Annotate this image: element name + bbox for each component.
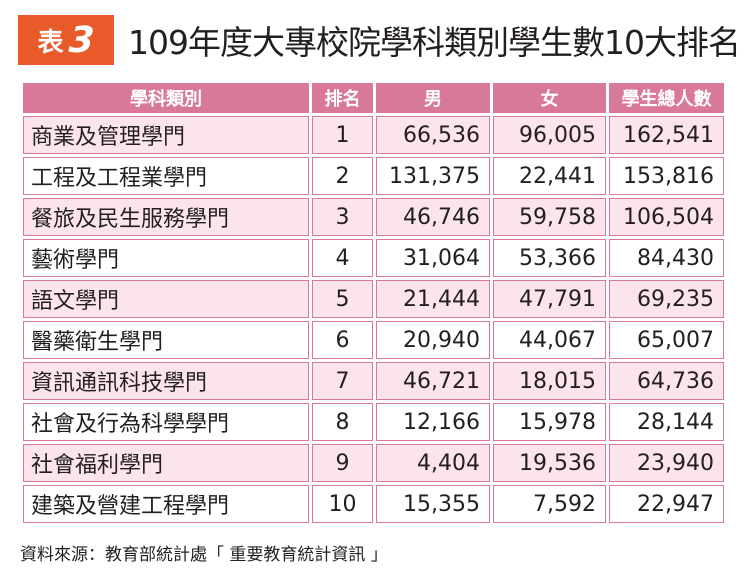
cell-rank: 4 [312, 239, 373, 277]
cell-total: 162,541 [609, 116, 724, 154]
cell-total: 69,235 [609, 280, 724, 318]
table-row: 藝術學門 4 31,064 53,366 84,430 [23, 239, 724, 277]
header-female: 女 [493, 83, 606, 113]
cell-female: 53,366 [493, 239, 606, 277]
cell-category: 語文學門 [23, 280, 309, 318]
cell-female: 19,536 [493, 444, 606, 482]
badge-word: 表 [37, 27, 64, 58]
cell-male: 31,064 [376, 239, 490, 277]
cell-female: 22,441 [493, 157, 606, 195]
header-row: 學科類別 排名 男 女 學生總人數 [23, 83, 724, 113]
cell-total: 153,816 [609, 157, 724, 195]
cell-total: 23,940 [609, 444, 724, 482]
cell-category: 社會福利學門 [23, 444, 309, 482]
cell-male: 66,536 [376, 116, 490, 154]
cell-female: 7,592 [493, 485, 606, 523]
header-category: 學科類別 [23, 83, 309, 113]
cell-female: 15,978 [493, 403, 606, 441]
cell-rank: 1 [312, 116, 373, 154]
table-row: 社會福利學門 9 4,404 19,536 23,940 [23, 444, 724, 482]
table-body: 商業及管理學門 1 66,536 96,005 162,541 工程及工程業學門… [23, 116, 724, 523]
table-row: 醫藥衛生學門 6 20,940 44,067 65,007 [23, 321, 724, 359]
cell-category: 工程及工程業學門 [23, 157, 309, 195]
table-row: 建築及營建工程學門 10 15,355 7,592 22,947 [23, 485, 724, 523]
cell-male: 21,444 [376, 280, 490, 318]
table-title: 表 3 109年度大專校院學科類別學生數10大排名 [18, 14, 741, 66]
cell-category: 資訊通訊科技學門 [23, 362, 309, 400]
cell-total: 22,947 [609, 485, 724, 523]
cell-female: 18,015 [493, 362, 606, 400]
cell-rank: 7 [312, 362, 373, 400]
header-rank: 排名 [312, 83, 373, 113]
cell-male: 131,375 [376, 157, 490, 195]
cell-male: 4,404 [376, 444, 490, 482]
cell-female: 96,005 [493, 116, 606, 154]
cell-male: 20,940 [376, 321, 490, 359]
title-text: 109年度大專校院學科類別學生數10大排名 [128, 23, 741, 62]
cell-female: 47,791 [493, 280, 606, 318]
cell-rank: 10 [312, 485, 373, 523]
cell-category: 餐旅及民生服務學門 [23, 198, 309, 236]
cell-rank: 8 [312, 403, 373, 441]
cell-total: 106,504 [609, 198, 724, 236]
cell-total: 65,007 [609, 321, 724, 359]
cell-category: 建築及營建工程學門 [23, 485, 309, 523]
badge-number: 3 [68, 19, 96, 61]
table-row: 商業及管理學門 1 66,536 96,005 162,541 [23, 116, 724, 154]
cell-rank: 6 [312, 321, 373, 359]
source-note: 資料來源：教育部統計處「 重要教育統計資訊 」 [20, 545, 388, 565]
cell-male: 46,746 [376, 198, 490, 236]
cell-category: 藝術學門 [23, 239, 309, 277]
cell-rank: 2 [312, 157, 373, 195]
cell-category: 社會及行為科學學門 [23, 403, 309, 441]
table-row: 工程及工程業學門 2 131,375 22,441 153,816 [23, 157, 724, 195]
cell-male: 12,166 [376, 403, 490, 441]
cell-total: 28,144 [609, 403, 724, 441]
table-row: 資訊通訊科技學門 7 46,721 18,015 64,736 [23, 362, 724, 400]
cell-female: 44,067 [493, 321, 606, 359]
table-row: 社會及行為科學學門 8 12,166 15,978 28,144 [23, 403, 724, 441]
cell-rank: 9 [312, 444, 373, 482]
cell-rank: 5 [312, 280, 373, 318]
cell-male: 15,355 [376, 485, 490, 523]
cell-female: 59,758 [493, 198, 606, 236]
table-row: 餐旅及民生服務學門 3 46,746 59,758 106,504 [23, 198, 724, 236]
cell-rank: 3 [312, 198, 373, 236]
cell-category: 商業及管理學門 [23, 116, 309, 154]
cell-total: 64,736 [609, 362, 724, 400]
table-number-badge: 表 3 [18, 15, 114, 65]
cell-total: 84,430 [609, 239, 724, 277]
cell-male: 46,721 [376, 362, 490, 400]
ranking-table: 學科類別 排名 男 女 學生總人數 商業及管理學門 1 66,536 96,00… [20, 80, 727, 526]
header-total: 學生總人數 [609, 83, 724, 113]
header-male: 男 [376, 83, 490, 113]
cell-category: 醫藥衛生學門 [23, 321, 309, 359]
table-row: 語文學門 5 21,444 47,791 69,235 [23, 280, 724, 318]
